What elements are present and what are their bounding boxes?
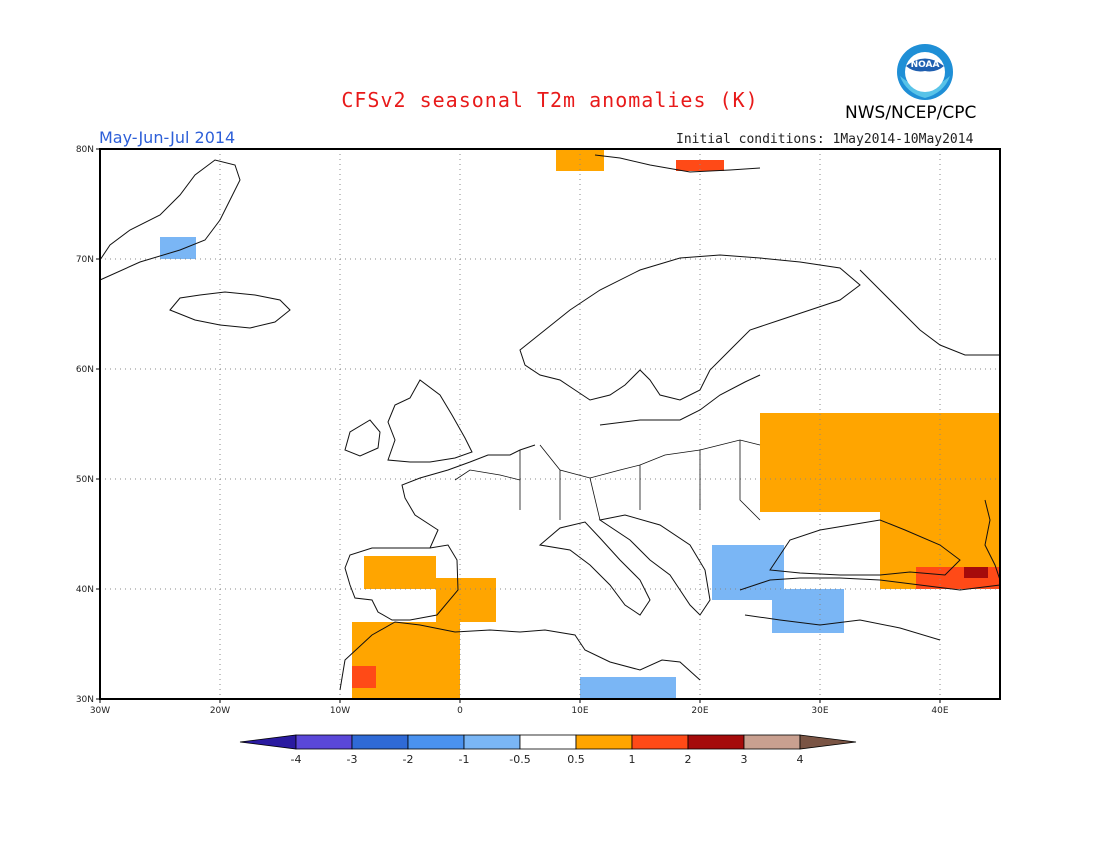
colorbar-label: -0.5 xyxy=(509,753,530,766)
coastline-greenland xyxy=(99,159,241,281)
initial-conditions-label: Initial conditions: 1May2014-10May2014 xyxy=(676,132,974,147)
axis-ticks: 30W 20W 10W 0 10E 20E 30E 40E 80N 70N 60N 50N 40N 30N xyxy=(76,145,949,716)
colorbar-label: -4 xyxy=(291,753,302,766)
coastline-north-africa xyxy=(339,621,701,691)
coastline-arctic-russia xyxy=(859,269,1000,356)
coastline-ireland xyxy=(344,419,381,457)
colorbar-swatch xyxy=(687,734,745,750)
colorbar-label: -2 xyxy=(403,753,414,766)
anomaly-cell-12 xyxy=(580,677,676,699)
coastline-iberia xyxy=(344,544,459,621)
x-tick-label: 10W xyxy=(330,706,350,716)
season-label: May-Jun-Jul 2014 xyxy=(99,128,236,147)
noaa-logo-text: NOAA xyxy=(911,60,940,70)
y-tick-label: 70N xyxy=(76,255,94,265)
x-tick-label: 0 xyxy=(457,706,463,716)
x-tick-label: 20E xyxy=(691,706,708,716)
coastline-france xyxy=(401,444,536,549)
coastline-italy xyxy=(538,521,651,616)
colorbar-label: 4 xyxy=(797,753,804,766)
x-tick-label: 40E xyxy=(931,706,948,716)
map-title: CFSv2 seasonal T2m anomalies (K) xyxy=(341,88,759,112)
anomaly-cell-13 xyxy=(160,237,196,259)
x-tick-label: 10E xyxy=(571,706,588,716)
colorbar-label: 3 xyxy=(741,753,748,766)
colorbar-arrow-low xyxy=(239,734,297,750)
coastline-black-sea xyxy=(769,519,961,576)
coastline-turkey xyxy=(739,577,1001,591)
x-tick-label: 20W xyxy=(210,706,230,716)
colorbar-arrow-high xyxy=(799,734,857,750)
colorbar: -4 -3 -2 -1 -0.5 0.5 1 2 3 4 xyxy=(239,734,857,766)
noaa-logo-icon: NOAA xyxy=(897,44,953,100)
anomaly-cell-7 xyxy=(964,567,988,578)
anomaly-cell-3 xyxy=(352,666,376,688)
anomaly-cell-4 xyxy=(760,413,1000,512)
agency-label: NWS/NCEP/CPC xyxy=(845,103,977,123)
anomaly-layer xyxy=(160,149,1000,699)
colorbar-swatch xyxy=(575,734,633,750)
coastline-baltic xyxy=(599,374,761,426)
coastline-scandinavia xyxy=(519,254,861,401)
coastline-britain xyxy=(387,379,473,463)
coastline-balkans xyxy=(598,514,711,616)
colorbar-swatch xyxy=(351,734,409,750)
colorbar-swatch xyxy=(743,734,801,750)
coastline-turkey-south xyxy=(744,614,941,641)
x-tick-label: 30W xyxy=(90,706,110,716)
coastline-caspian xyxy=(984,499,1001,581)
colorbar-label: -1 xyxy=(459,753,470,766)
coastlines xyxy=(99,154,1001,691)
anomaly-cell-9 xyxy=(676,160,724,171)
map-frame xyxy=(99,148,1001,700)
country-borders xyxy=(454,439,761,521)
colorbar-swatch xyxy=(295,734,353,750)
coastline-iceland xyxy=(169,291,291,329)
y-tick-label: 40N xyxy=(76,585,94,595)
anomaly-cell-11 xyxy=(772,589,844,633)
colorbar-label: -3 xyxy=(347,753,358,766)
colorbar-swatch xyxy=(519,734,577,750)
colorbar-swatch xyxy=(631,734,689,750)
y-tick-label: 60N xyxy=(76,365,94,375)
colorbar-swatch xyxy=(407,734,465,750)
x-tick-label: 30E xyxy=(811,706,828,716)
coastline-svalbard xyxy=(594,154,761,173)
y-tick-label: 50N xyxy=(76,475,94,485)
colorbar-swatch xyxy=(463,734,521,750)
colorbar-label: 1 xyxy=(629,753,636,766)
y-tick-label: 80N xyxy=(76,145,94,155)
anomaly-cell-1 xyxy=(436,578,496,622)
y-tick-label: 30N xyxy=(76,695,94,705)
anomaly-cell-0 xyxy=(364,556,436,589)
colorbar-label: 0.5 xyxy=(567,753,585,766)
graticule xyxy=(100,149,1000,699)
colorbar-label: 2 xyxy=(685,753,692,766)
